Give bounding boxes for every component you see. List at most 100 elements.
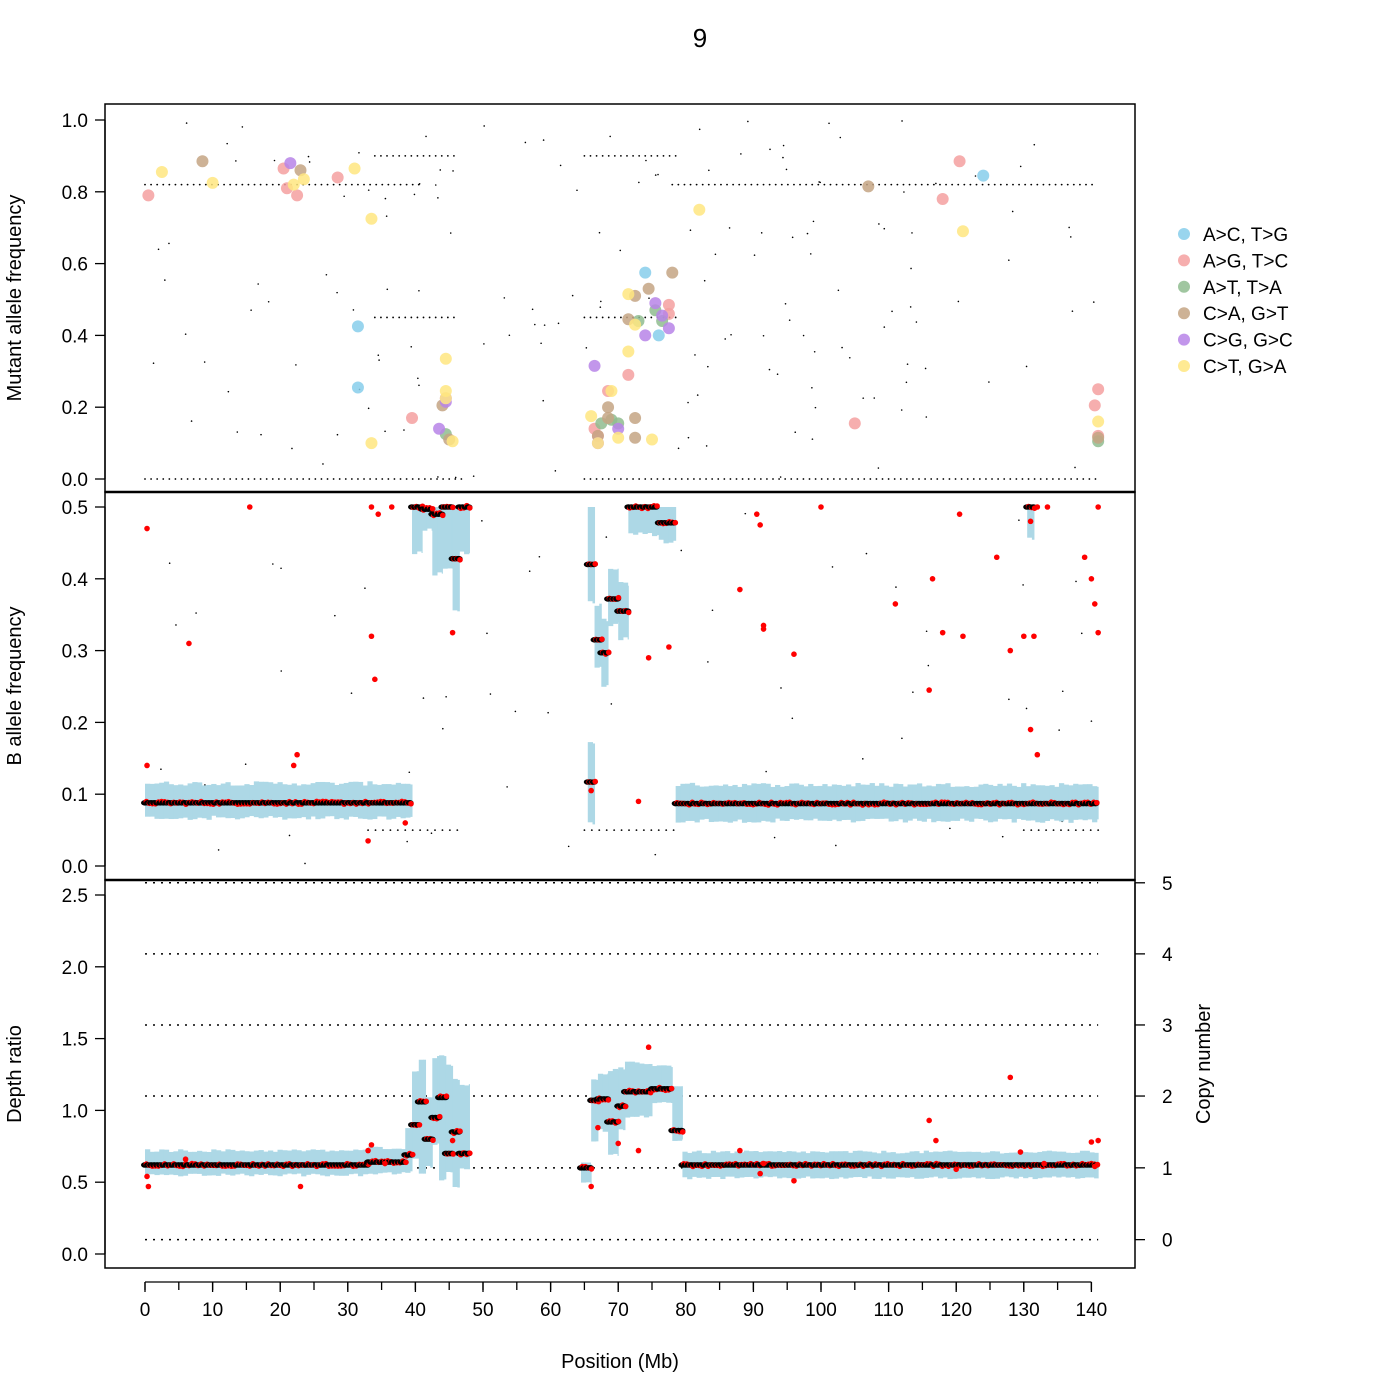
snp-dot xyxy=(1094,478,1097,480)
confidence-band xyxy=(412,507,418,555)
snp-dot xyxy=(778,478,780,480)
snp-dot xyxy=(881,478,884,480)
snp-dot xyxy=(384,430,386,433)
snp-dot xyxy=(1045,478,1048,480)
snp-dot xyxy=(472,475,475,477)
depth-outlier xyxy=(645,1044,652,1051)
snp-dot xyxy=(314,478,317,480)
snp-dot xyxy=(696,394,699,396)
snp-dot xyxy=(180,183,183,186)
snp-dot xyxy=(190,420,193,422)
x-axis: 0 10 20 30 40 50 60 70 80 90 100 110 120 130 140 Positi… xyxy=(140,1281,1107,1373)
depth-outlier xyxy=(791,1177,797,1184)
snp-dot xyxy=(422,155,425,157)
snp-dot xyxy=(869,478,872,480)
snp-dot xyxy=(381,478,384,480)
y-tick-label: 0.4 xyxy=(62,570,89,591)
snp-dot xyxy=(847,183,850,186)
snp-dot xyxy=(791,717,794,720)
baf-outlier xyxy=(1044,504,1051,510)
depth-outlier xyxy=(365,1147,371,1154)
confidence-band xyxy=(681,1086,683,1140)
baf-point xyxy=(592,561,599,567)
mutation-point xyxy=(439,392,452,405)
baf-point xyxy=(672,519,679,526)
snp-dot xyxy=(668,478,671,480)
snp-dot xyxy=(338,478,341,480)
baf-point xyxy=(439,512,446,519)
x-tick-label: 130 xyxy=(1008,1300,1040,1321)
snp-dot xyxy=(813,350,816,353)
snp-dot xyxy=(272,563,274,565)
snp-dot xyxy=(960,478,963,480)
snp-dot xyxy=(638,155,641,157)
confidence-band xyxy=(268,782,274,817)
confidence-band xyxy=(468,507,470,554)
snp-dot xyxy=(756,183,759,186)
snp-dot xyxy=(1011,210,1014,213)
snp-dot xyxy=(1071,310,1074,312)
snp-dot xyxy=(326,478,329,480)
snp-dot xyxy=(430,478,432,480)
snp-dot xyxy=(332,183,335,186)
snp-dot xyxy=(841,346,843,349)
snp-dot xyxy=(590,829,593,831)
snp-dot xyxy=(828,122,830,125)
snp-dot xyxy=(350,478,353,480)
baf-outlier xyxy=(956,511,963,517)
baf-point xyxy=(429,505,436,512)
snp-dot xyxy=(707,365,709,368)
snp-dot xyxy=(265,183,268,186)
snp-dot xyxy=(677,183,680,186)
snp-dot xyxy=(223,183,225,186)
snp-dot xyxy=(404,829,407,831)
snp-dot xyxy=(357,478,359,480)
confidence-band xyxy=(159,1149,165,1175)
snp-dot xyxy=(418,384,420,387)
baf-outlier xyxy=(372,676,378,683)
legend-label: C>G, G>C xyxy=(1203,331,1293,352)
snp-dot xyxy=(1025,707,1028,710)
snp-dot xyxy=(350,692,353,694)
snp-dot xyxy=(948,478,951,480)
snp-dot xyxy=(802,334,805,337)
baf-outlier xyxy=(666,644,672,650)
snp-dot xyxy=(454,476,457,479)
confidence-band xyxy=(296,1150,302,1174)
confidence-band xyxy=(450,1065,454,1173)
snp-dot xyxy=(924,478,927,480)
depth-point xyxy=(588,1166,595,1172)
baf-point xyxy=(408,800,414,807)
snp-dot xyxy=(779,476,782,478)
snp-dot xyxy=(543,324,546,326)
snp-dot xyxy=(411,183,414,186)
confidence-band xyxy=(451,507,454,569)
snp-dot xyxy=(308,478,311,480)
snp-dot xyxy=(935,182,937,185)
snp-dot xyxy=(296,478,298,480)
snp-dot xyxy=(613,478,616,480)
confidence-band xyxy=(468,1084,470,1170)
snp-dot xyxy=(720,183,722,186)
y-tick-label: 2.5 xyxy=(62,886,88,907)
snp-dot xyxy=(991,478,993,480)
panel-frames xyxy=(104,103,1136,1269)
snp-dot xyxy=(198,183,201,186)
snp-dot xyxy=(314,183,317,186)
snp-dot xyxy=(626,478,628,480)
confidence-band xyxy=(594,605,600,668)
right-axis-title: Copy number xyxy=(1193,1004,1215,1124)
snp-dot xyxy=(1076,478,1079,480)
snp-dot xyxy=(924,367,927,370)
snp-dot xyxy=(903,191,905,193)
snp-dot xyxy=(508,334,511,337)
y-tick-label: 0.2 xyxy=(62,713,88,734)
mutation-point xyxy=(348,162,361,175)
snp-dot xyxy=(707,183,710,186)
snp-dot xyxy=(418,289,420,292)
snp-dot xyxy=(744,183,747,186)
y-tick-label: 1.0 xyxy=(62,1101,88,1122)
snp-dot xyxy=(1018,183,1020,186)
snp-dot xyxy=(1090,720,1093,722)
snp-dot xyxy=(717,478,720,480)
